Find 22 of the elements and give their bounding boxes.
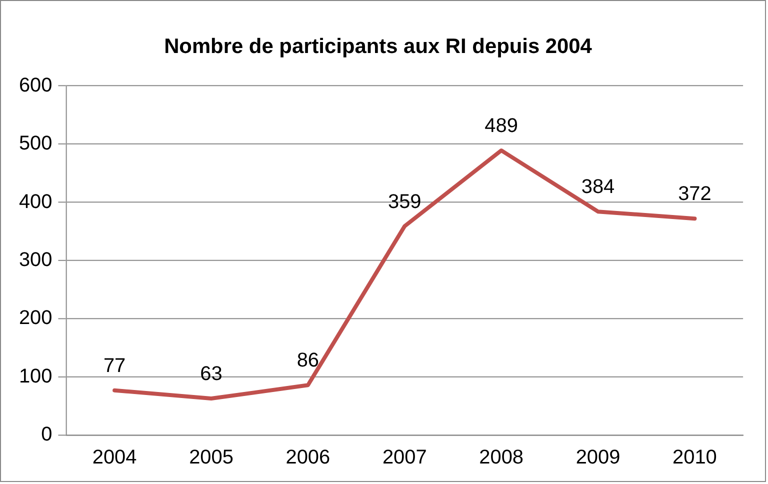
data-label: 63 [200, 363, 222, 386]
x-tick-label: 2007 [382, 446, 427, 469]
y-tick-label: 200 [18, 307, 52, 330]
x-tick-label: 2010 [672, 446, 717, 469]
chart-title: Nombre de participants aux RI depuis 2004 [164, 35, 592, 58]
x-tick-label: 2005 [189, 446, 234, 469]
y-tick-label: 100 [18, 365, 52, 388]
y-tick-label: 500 [18, 132, 52, 155]
data-label: 384 [581, 176, 615, 198]
y-tick-label: 600 [18, 74, 52, 96]
data-label: 77 [103, 354, 126, 377]
data-label: 489 [484, 115, 518, 138]
x-tick-label: 2008 [479, 446, 524, 469]
y-tick-label: 400 [18, 190, 52, 213]
x-tick-label: 2006 [286, 446, 330, 469]
x-tick-label: 2009 [576, 446, 620, 469]
data-label: 86 [296, 350, 320, 372]
y-tick-label: 300 [18, 249, 52, 272]
y-tick-label: 0 [41, 424, 52, 446]
data-label: 359 [388, 190, 422, 213]
data-label: 372 [678, 183, 712, 206]
x-tick-label: 2004 [92, 446, 137, 469]
